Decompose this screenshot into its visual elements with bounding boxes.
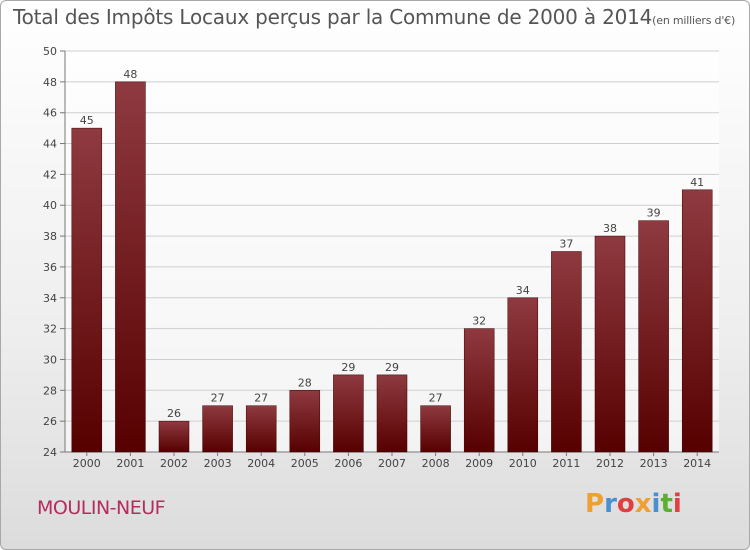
bar — [463, 328, 495, 453]
data-label: 45 — [80, 114, 94, 127]
data-label: 39 — [647, 207, 661, 220]
logo-letter: r — [604, 489, 617, 519]
x-tick-label: 2003 — [204, 457, 232, 470]
bar — [245, 405, 277, 453]
x-tick-label: 2004 — [247, 457, 275, 470]
data-label: 26 — [167, 407, 181, 420]
x-tick-label: 2011 — [552, 457, 580, 470]
x-tick-label: 2014 — [683, 457, 711, 470]
bar — [551, 251, 582, 453]
bar — [638, 220, 669, 453]
y-tick-label: 34 — [43, 292, 57, 305]
chart-title: Total des Impôts Locaux perçus par la Co… — [13, 5, 735, 29]
data-label: 41 — [690, 176, 704, 189]
data-label: 27 — [211, 392, 225, 405]
bar — [594, 235, 626, 453]
bar — [376, 374, 408, 453]
data-label: 29 — [385, 361, 399, 374]
title-unit: (en milliers d'€) — [652, 14, 736, 27]
y-tick-label: 44 — [43, 138, 57, 151]
y-tick-label: 28 — [43, 384, 57, 397]
bar — [115, 81, 146, 453]
commune-name: MOULIN-NEUF — [37, 497, 166, 519]
proxiti-logo: Proxiti — [585, 489, 682, 519]
y-tick-label: 38 — [43, 230, 57, 243]
bar — [71, 127, 103, 453]
x-tick-label: 2010 — [509, 457, 537, 470]
data-label: 34 — [516, 284, 530, 297]
x-tick-label: 2002 — [160, 457, 188, 470]
x-tick-label: 2001 — [116, 457, 144, 470]
x-tick-label: 2005 — [291, 457, 319, 470]
bar — [420, 405, 451, 453]
logo-letter: x — [634, 489, 652, 519]
x-tick-label: 2007 — [378, 457, 406, 470]
y-tick-label: 30 — [43, 353, 57, 366]
logo-letter: P — [585, 489, 605, 519]
y-tick-label: 48 — [43, 76, 57, 89]
logo-letter: i — [672, 489, 682, 519]
y-tick-label: 42 — [43, 168, 57, 181]
y-tick-label: 50 — [43, 45, 57, 58]
x-tick-label: 2008 — [422, 457, 450, 470]
logo-letter: t — [660, 489, 673, 519]
data-label: 32 — [472, 315, 486, 328]
bar — [681, 189, 713, 453]
y-tick-label: 46 — [43, 107, 57, 120]
y-tick-label: 36 — [43, 261, 57, 274]
data-label: 37 — [559, 238, 573, 251]
logo-letter: i — [651, 489, 661, 519]
bar — [507, 297, 539, 453]
y-tick-label: 26 — [43, 415, 57, 428]
data-label: 28 — [298, 376, 312, 389]
title-text: Total des Impôts Locaux perçus par la Co… — [13, 5, 653, 29]
x-tick-label: 2013 — [640, 457, 668, 470]
bar — [289, 390, 321, 453]
bar — [333, 374, 364, 453]
y-tick-label: 24 — [43, 446, 57, 459]
logo-letter: o — [616, 489, 635, 519]
bar — [202, 405, 233, 453]
y-tick-label: 32 — [43, 323, 57, 336]
data-label: 29 — [341, 361, 355, 374]
y-tick-label: 40 — [43, 199, 57, 212]
x-tick-label: 2009 — [465, 457, 493, 470]
x-tick-label: 2000 — [73, 457, 101, 470]
data-label: 27 — [429, 392, 443, 405]
data-label: 27 — [254, 392, 268, 405]
data-label: 48 — [123, 68, 137, 81]
bar — [158, 420, 190, 453]
x-tick-label: 2006 — [334, 457, 362, 470]
x-tick-label: 2012 — [596, 457, 624, 470]
data-label: 38 — [603, 222, 617, 235]
